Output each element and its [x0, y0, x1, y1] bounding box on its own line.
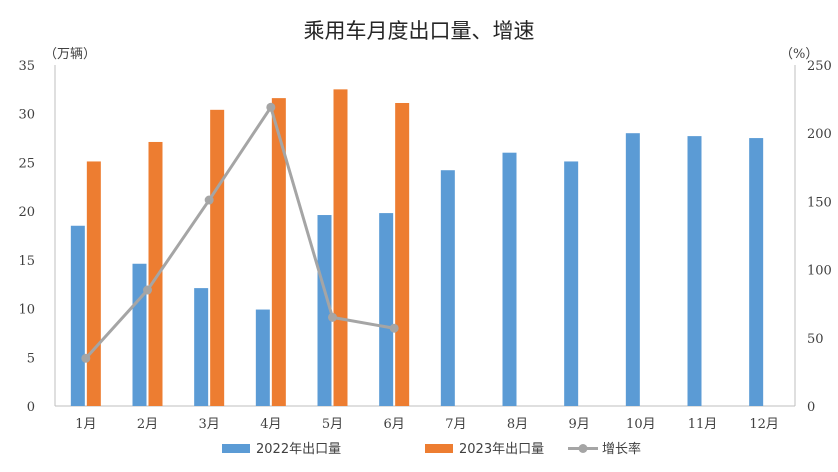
bar-2022年出口量-2月: [132, 263, 147, 406]
bar-2022年出口量-7月: [440, 170, 455, 406]
x-tick-label: 12月: [749, 417, 779, 432]
right-axis-ticks: 0 50 100 150 200 250: [807, 59, 832, 415]
left-tick-label: 30: [18, 108, 35, 123]
legend: 2022年出口量 2023年出口量 增长率: [222, 441, 641, 457]
bar-2022年出口量-6月: [379, 213, 394, 406]
left-tick-label: 15: [18, 254, 35, 269]
bar-2022年出口量-3月: [194, 288, 209, 406]
right-tick-label: 150: [807, 195, 832, 210]
bar-2023年出口量-3月: [210, 109, 225, 407]
growth-point-3月: [204, 195, 214, 205]
bars: [70, 89, 764, 407]
right-tick-label: 0: [807, 400, 815, 415]
bar-2023年出口量-5月: [333, 89, 348, 406]
bar-2022年出口量-11月: [687, 136, 702, 406]
bar-2023年出口量-2月: [148, 141, 163, 406]
bar-2022年出口量-8月: [502, 152, 517, 406]
growth-point-5月: [328, 312, 337, 322]
right-tick-label: 250: [807, 59, 832, 74]
left-tick-label: 35: [18, 59, 35, 74]
left-tick-label: 0: [27, 400, 35, 415]
legend-label-2022年出口量: 2022年出口量: [256, 442, 341, 457]
left-tick-label: 25: [18, 156, 35, 171]
growth-point-4月: [266, 102, 276, 112]
growth-point-2月: [143, 285, 152, 295]
x-tick-label: 1月: [75, 417, 96, 432]
growth-line: [81, 102, 399, 363]
bar-2022年出口量-10月: [625, 133, 640, 406]
bar-2022年出口量-9月: [564, 161, 579, 406]
legend-swatch-2022年出口量: [222, 444, 250, 453]
left-axis-unit: （万辆）: [44, 47, 96, 62]
bar-2023年出口量-6月: [395, 102, 410, 407]
legend-swatch-2023年出口量: [425, 444, 453, 453]
left-axis-ticks: 0 5 10 15 20 25 30 35: [18, 59, 35, 415]
x-tick-label: 3月: [199, 417, 220, 432]
legend-label-增长率: 增长率: [602, 441, 641, 457]
x-tick-label: 10月: [626, 417, 656, 432]
x-tick-label: 5月: [322, 417, 343, 432]
bar-2022年出口量-5月: [317, 215, 332, 406]
right-axis-unit: （%）: [780, 47, 818, 62]
right-tick-label: 50: [807, 332, 824, 347]
right-tick-label: 200: [807, 127, 832, 142]
legend-label-2023年出口量: 2023年出口量: [459, 442, 544, 457]
chart-title: 乘用车月度出口量、增速: [304, 19, 535, 43]
growth-point-6月: [389, 323, 399, 333]
bar-2022年出口量-4月: [255, 309, 270, 406]
x-axis-ticks: 1月 2月 3月 4月 5月 6月 7月 8月 9月 10月 11月 12月: [75, 417, 779, 432]
x-tick-label: 4月: [260, 417, 281, 432]
axes: [54, 65, 796, 407]
x-tick-label: 2月: [137, 417, 158, 432]
x-tick-label: 11月: [688, 417, 718, 432]
legend-marker: [578, 444, 588, 453]
bar-2022年出口量-12月: [749, 138, 764, 407]
growth-line-path: [84, 105, 395, 360]
bar-2023年出口量-1月: [86, 161, 101, 406]
right-tick-label: 100: [807, 264, 832, 279]
growth-point-1月: [81, 353, 91, 363]
x-tick-label: 8月: [507, 417, 528, 432]
left-tick-label: 20: [18, 205, 35, 220]
x-tick-label: 6月: [384, 417, 405, 432]
bar-2023年出口量-4月: [271, 98, 286, 406]
bar-2022年出口量-1月: [70, 225, 85, 406]
x-tick-label: 9月: [569, 417, 590, 432]
left-tick-label: 5: [27, 351, 35, 366]
left-tick-label: 10: [18, 303, 35, 318]
x-tick-label: 7月: [445, 417, 466, 432]
